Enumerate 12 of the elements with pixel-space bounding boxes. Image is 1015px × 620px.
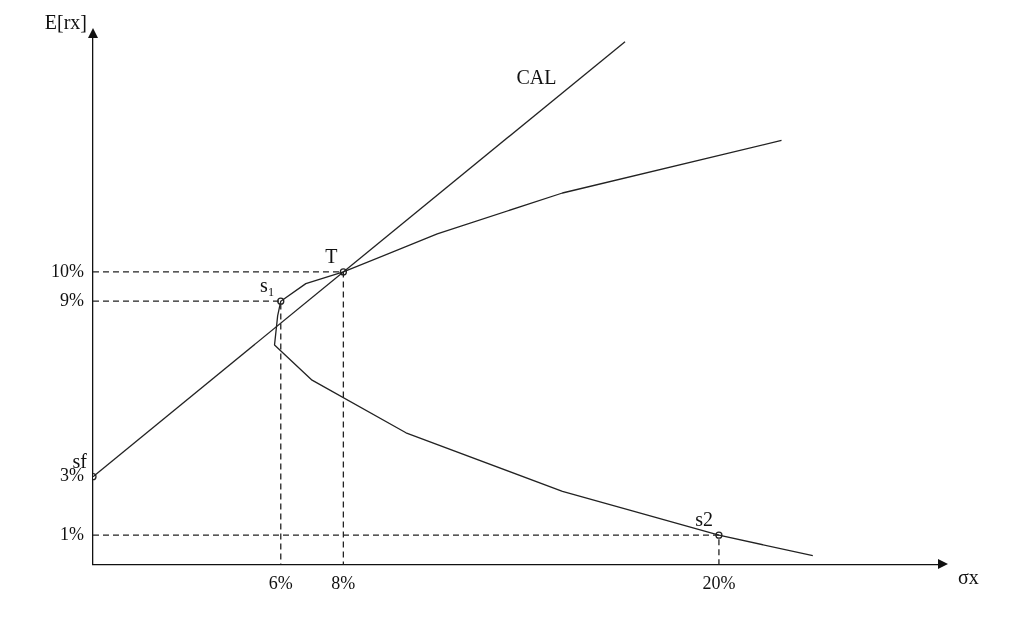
annotation: CAL: [516, 66, 557, 89]
annotation: T: [325, 245, 338, 268]
y-axis-title: E[rx]: [44, 11, 87, 34]
y-tick-label: 10%: [50, 260, 84, 281]
annotation: s₁: [260, 274, 275, 297]
x-tick-label: 6%: [268, 572, 293, 593]
x-tick-label: 8%: [331, 572, 356, 593]
x-tick-label: 20%: [702, 572, 736, 593]
y-tick-label: 1%: [59, 523, 84, 544]
x-axis-title: σx: [958, 565, 979, 588]
annotation: s2: [695, 508, 713, 531]
y-tick-label: 9%: [59, 289, 84, 310]
